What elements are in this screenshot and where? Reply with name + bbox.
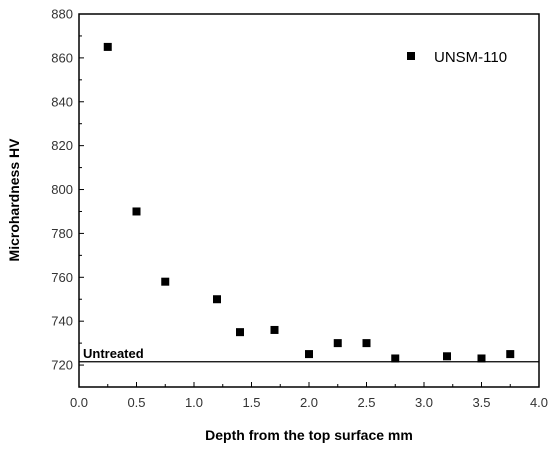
plot-frame xyxy=(78,13,540,388)
data-point xyxy=(305,350,313,359)
data-point xyxy=(391,354,400,363)
y-tick-label: 840 xyxy=(51,94,73,109)
y-tick-label: 740 xyxy=(51,314,73,329)
x-axis-title: Depth from the top surface mm xyxy=(205,427,413,443)
y-tick-label: 780 xyxy=(51,226,73,241)
legend-marker xyxy=(407,52,415,60)
data-point xyxy=(161,277,170,286)
legend-label: UNSM-110 xyxy=(434,49,507,66)
data-point xyxy=(443,352,451,361)
x-tick-label: 0.5 xyxy=(127,395,145,410)
untreated-reference: Untreated xyxy=(79,346,539,363)
data-point xyxy=(506,350,515,359)
y-tick-label: 880 xyxy=(51,7,73,22)
x-tick-label: 2.0 xyxy=(300,395,318,410)
x-tick-label: 2.5 xyxy=(357,395,375,410)
x-tick-label: 3.0 xyxy=(415,395,433,410)
data-point xyxy=(213,295,221,304)
data-point xyxy=(477,354,486,363)
data-point xyxy=(103,42,112,51)
x-tick-label: 1.5 xyxy=(242,395,260,410)
y-tick-label: 800 xyxy=(51,182,73,197)
data-point xyxy=(132,207,141,216)
untreated-label: Untreated xyxy=(83,346,144,361)
y-axis-title: Microhardness HV xyxy=(6,138,22,262)
data-points xyxy=(103,42,515,363)
x-tick-label: 1.0 xyxy=(185,395,203,410)
data-point xyxy=(270,325,279,334)
y-tick-label: 820 xyxy=(51,138,73,153)
y-tick-label: 760 xyxy=(51,270,73,285)
data-point xyxy=(333,339,342,348)
data-point xyxy=(236,328,244,337)
legend: UNSM-110 xyxy=(407,49,507,66)
x-tick-label: 4.0 xyxy=(530,395,548,410)
y-tick-label: 720 xyxy=(51,358,73,373)
x-axis-ticks: 0.0 0.5 1.0 1.5 2.0 2.5 3.0 3.5 4.0 xyxy=(70,382,548,410)
x-tick-label: 3.5 xyxy=(472,395,490,410)
y-axis-ticks: 720 740 760 780 800 820 840 860 880 xyxy=(51,7,84,388)
y-tick-label: 860 xyxy=(51,50,73,65)
data-point xyxy=(362,339,371,348)
x-tick-label: 0.0 xyxy=(70,395,88,410)
